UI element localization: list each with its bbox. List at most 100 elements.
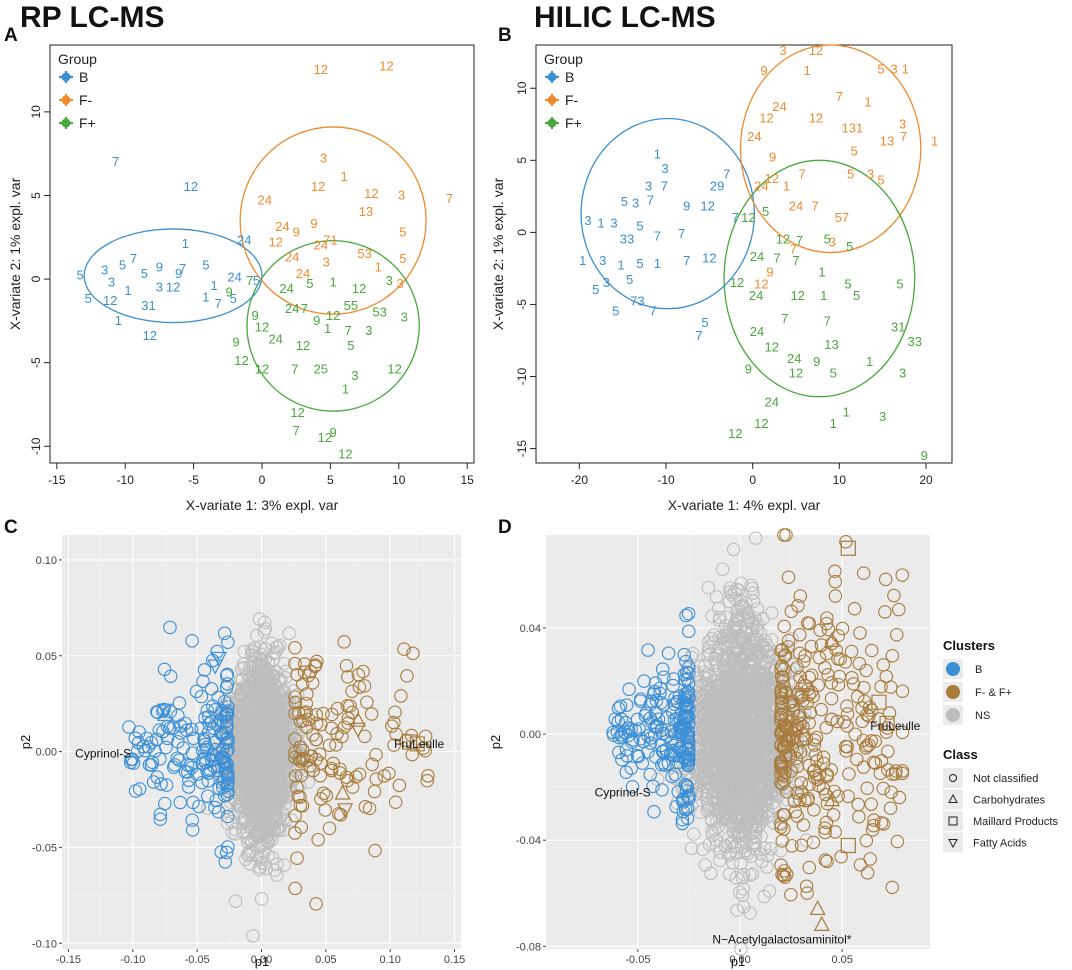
b-cluster-point: [180, 723, 194, 738]
triangle-up-marker: [156, 705, 173, 722]
b-cluster-point: [197, 734, 212, 748]
panel-b-sample-label: 12: [730, 275, 744, 290]
b-cluster-point: [181, 780, 196, 794]
panel-b-sample-label: 1: [617, 258, 624, 273]
panel-b-sample-label: 3: [890, 62, 897, 77]
panel-a-sample-label: 7: [301, 301, 308, 316]
f-cluster-point: [316, 706, 330, 721]
b-cluster-point: [150, 770, 164, 784]
b-cluster-point: [159, 740, 173, 755]
panel-c-chart: Cyprinol-S FruLeulle -0.15 -0.10 -0.05 0.00 0…: [18, 535, 465, 969]
ns-loading-point: [234, 673, 248, 687]
b-cluster-point: [162, 721, 177, 736]
panel-b-sample-label: 24: [764, 394, 778, 409]
panel-a-sample-label: 7: [112, 154, 119, 169]
panel-b-sample-label: 7: [732, 210, 739, 225]
panel-b-sample-label: 24: [749, 288, 763, 303]
panel-b-sample-label: 24: [789, 198, 803, 213]
panel-b-sample-label: 3: [779, 43, 786, 58]
b-cluster-point: [201, 725, 216, 739]
panel-b-sample-label: 5: [762, 204, 769, 219]
b-cluster-point: [185, 634, 199, 648]
b-cluster-point: [139, 731, 154, 746]
f-cluster-point: [288, 732, 302, 746]
square-marker: [401, 734, 418, 750]
panel-b-sample-label: 1: [579, 253, 586, 268]
legend-swatch-cross: [545, 71, 559, 83]
panel-b-sample-label: 5: [830, 366, 837, 381]
clusters-legend-title: Clusters: [943, 638, 995, 653]
b-cluster-point: [180, 765, 195, 779]
ns-loading-point: [253, 693, 268, 707]
ns-loading-point: [237, 657, 251, 671]
panel-b-sample-label: 5: [621, 194, 628, 209]
b-cluster-point: [221, 635, 235, 649]
panel-a-sample-label: 12: [268, 234, 282, 249]
panel-b-xlabel: X-variate 1: 4% expl. var: [668, 497, 821, 513]
ns-loading-point: [239, 796, 254, 811]
panel-a-sample-label: 3: [398, 187, 405, 202]
f-cluster-point: [316, 786, 331, 801]
panel-d-chart: Cyprinol-S FruLeulle N−Acetylgalactosamini…: [488, 528, 930, 969]
panel-a-sample-label: 1: [115, 313, 122, 328]
b-cluster-point: [152, 723, 167, 737]
panel-a-sample-label: 12: [184, 179, 198, 194]
f-cluster-point: [294, 820, 309, 835]
panel-letter-b: B: [498, 25, 512, 46]
panel-b-sample-label: 3: [879, 409, 886, 424]
panel-a-ellipse-fminus: [239, 126, 427, 315]
panel-b-sample-label: 33: [907, 334, 921, 349]
b-cluster-point: [221, 840, 235, 854]
b-cluster-point: [219, 668, 234, 683]
b-cluster-point: [195, 744, 210, 758]
panel-b-sample-label: 5: [846, 239, 853, 254]
f-cluster-point: [387, 715, 401, 730]
panel-b-sample-label: 7: [654, 229, 661, 244]
class-key-label: Maillard Products: [973, 816, 1058, 828]
panel-a-sample-label: 24: [285, 301, 299, 316]
ns-loading-point: [244, 753, 259, 768]
ns-loading-point: [272, 795, 287, 809]
b-cluster-point: [170, 751, 185, 766]
panel-c-ytick-label: -0.05: [32, 842, 57, 854]
b-cluster-point: [163, 620, 177, 635]
ns-loading-point: [269, 707, 283, 721]
b-cluster-point: [211, 804, 226, 819]
f-cluster-point: [337, 635, 351, 649]
b-cluster-point: [196, 674, 210, 689]
panel-b-sample-label: 12: [700, 198, 714, 213]
b-cluster-point: [189, 684, 204, 699]
legend-swatch-cross: [59, 71, 73, 83]
ns-loading-point: [261, 758, 276, 773]
b-cluster-point: [192, 799, 206, 814]
panel-b-sample-label: 7: [695, 328, 702, 343]
panel-b-sample-label: 5: [877, 62, 884, 77]
b-cluster-point: [142, 758, 157, 772]
legend-swatch-cross: [59, 117, 73, 129]
panel-a-sample-label: 5: [399, 224, 406, 239]
ns-loading-point: [264, 666, 278, 681]
panel-b-sample-label: 1: [783, 178, 790, 193]
ns-loading-point: [251, 709, 265, 724]
panel-a-sample-label: 53: [372, 305, 386, 320]
b-cluster-point: [153, 812, 168, 826]
panel-b-sample-label: 7: [796, 233, 803, 248]
f-cluster-point: [322, 738, 337, 752]
panel-c-ytick-label: 0.05: [36, 651, 57, 663]
panel-b-sample-label: 5: [844, 276, 851, 291]
panel-b-sample-label: 3: [599, 253, 606, 268]
class-key-label: Not classified: [973, 773, 1038, 785]
b-cluster-point: [209, 793, 223, 808]
b-cluster-point: [201, 773, 215, 788]
ns-loading-point: [260, 820, 275, 835]
b-cluster-point: [201, 789, 215, 803]
legend-label-2: F+: [79, 115, 96, 131]
f-cluster-point: [319, 788, 334, 803]
panel-d-ytick-label: 0.04: [520, 623, 541, 635]
panel-b-sample-label: 5: [824, 232, 831, 247]
b-cluster-point: [186, 731, 201, 746]
triangle-down-marker: [211, 651, 228, 668]
ns-loading-point: [234, 721, 249, 736]
f-cluster-point: [400, 669, 414, 683]
panel-b-sample-label: 1: [654, 256, 661, 271]
